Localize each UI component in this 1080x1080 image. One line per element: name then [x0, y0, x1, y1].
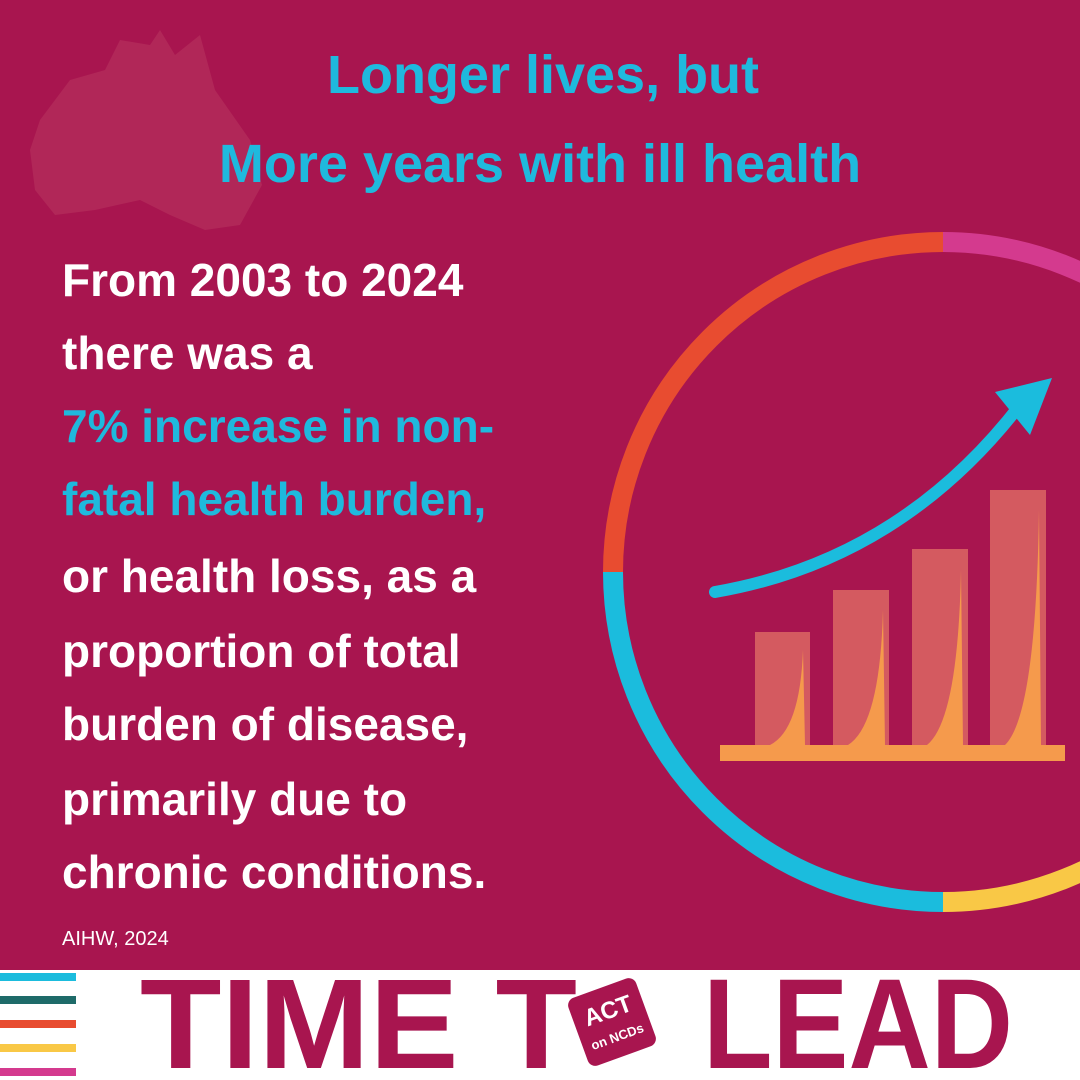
title-line: Longer lives, but — [327, 45, 759, 105]
source: AIHW, 2024 — [62, 928, 169, 950]
map-silhouette — [30, 30, 262, 230]
ring-segment — [603, 571, 944, 912]
trend-arrow — [709, 399, 1026, 598]
logo: ACT on NCDs — [568, 978, 656, 1066]
footer-right: LEAD — [703, 953, 1013, 1080]
body-line: proportion of total — [62, 625, 461, 677]
arrow-head — [995, 378, 1052, 435]
body-line: primarily due to — [62, 773, 407, 825]
ring-segment — [942, 232, 1080, 283]
footer-band — [0, 970, 1080, 1080]
body-line: there was a — [62, 327, 313, 379]
body-text: From 2003 to 2024 there was a 7% increas… — [62, 254, 494, 898]
footer-left: TIME T — [140, 953, 577, 1080]
ring — [603, 232, 1080, 912]
ring-segment — [942, 861, 1080, 912]
logo-box — [568, 978, 656, 1066]
bar-illustration — [709, 378, 1065, 761]
title-line: More years with ill health — [219, 134, 861, 194]
bar-highlight — [770, 510, 1041, 745]
highlight-line: 7% increase in non- — [62, 400, 494, 452]
platform — [720, 745, 1065, 761]
highlight-line: fatal health burden, — [62, 473, 486, 525]
body-line: burden of disease, — [62, 698, 468, 750]
body-line: chronic conditions. — [62, 846, 486, 898]
ring-segment — [603, 232, 944, 573]
body-line: From 2003 to 2024 — [62, 254, 464, 306]
body-line: or health loss, as a — [62, 550, 477, 602]
footer-stripes — [0, 973, 76, 1076]
